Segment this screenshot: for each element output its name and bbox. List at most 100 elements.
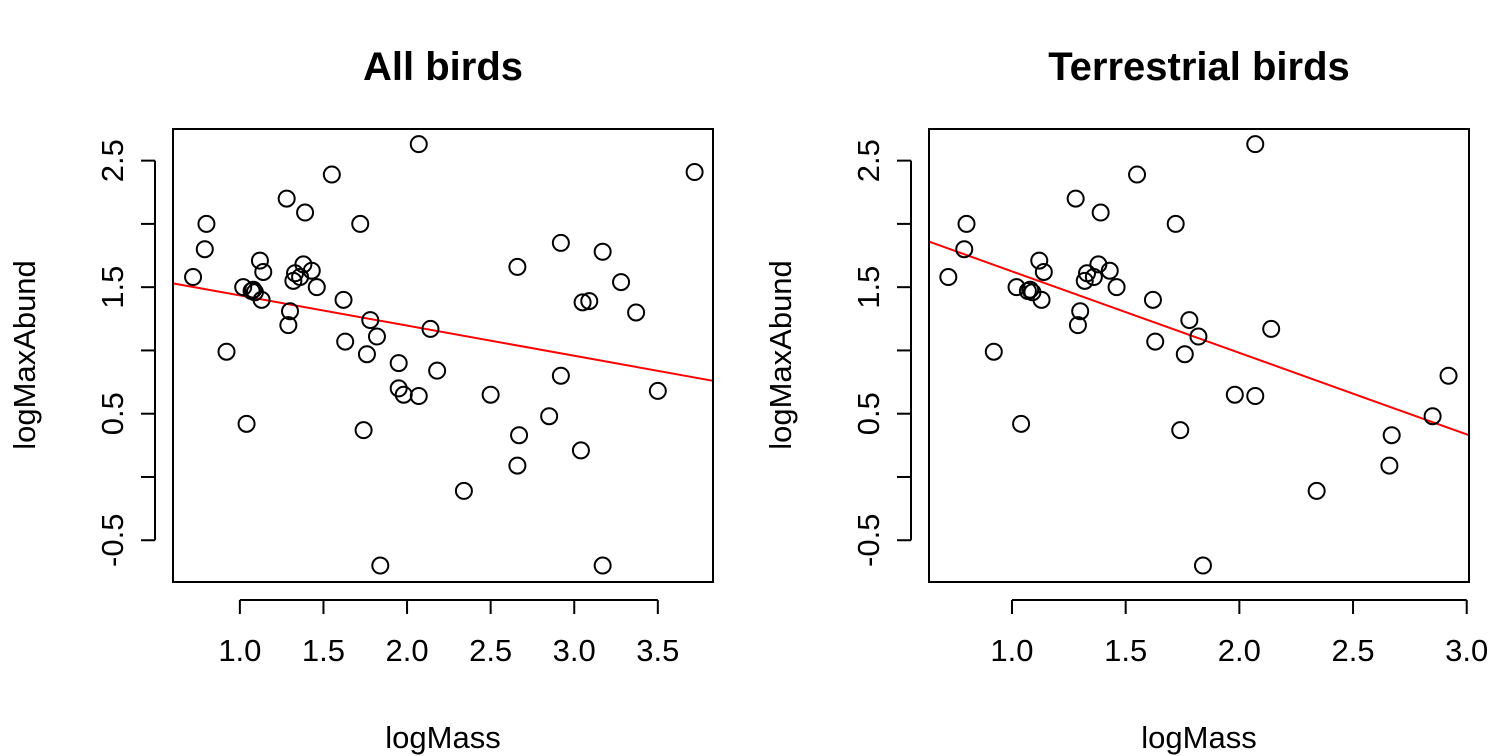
plot-frame xyxy=(928,128,1470,583)
data-point xyxy=(354,421,373,440)
data-point xyxy=(957,214,976,233)
points-group xyxy=(939,135,1458,575)
y-tick-label: -0.5 xyxy=(851,514,886,567)
data-point xyxy=(1007,278,1026,297)
data-point xyxy=(984,342,1003,361)
x-axis: 1.0 1.5 2.0 2.5 3.0 xyxy=(990,599,1488,668)
data-point xyxy=(593,242,612,261)
data-point xyxy=(371,556,390,575)
x-axis-label: logMass xyxy=(1141,720,1256,755)
data-point xyxy=(1193,556,1212,575)
data-point xyxy=(1423,407,1442,426)
data-point xyxy=(389,354,408,373)
data-point xyxy=(580,292,599,311)
data-point xyxy=(1012,414,1031,433)
data-point xyxy=(593,556,612,575)
data-point xyxy=(571,441,590,460)
scatter-panel-all-birds: All birds logMass logMaxAbund 1.0 1.5 2.0 2… xyxy=(7,45,714,755)
data-point xyxy=(1128,165,1147,184)
y-tick-label: -0.5 xyxy=(95,514,130,567)
data-point xyxy=(252,290,271,309)
y-axis-label: logMaxAbund xyxy=(7,260,42,450)
data-point xyxy=(428,361,447,380)
fit-line-group xyxy=(928,240,1470,437)
data-point xyxy=(1021,280,1040,299)
y-tick-label: 2.5 xyxy=(851,139,886,182)
scatter-panel-terrestrial-birds: Terrestrial birds logMass logMaxAbund 1.… xyxy=(763,45,1488,755)
data-point xyxy=(1091,203,1110,222)
plot-frame xyxy=(172,128,714,583)
data-point xyxy=(551,366,570,385)
x-tick-label: 2.0 xyxy=(386,633,429,668)
data-point xyxy=(955,240,974,259)
data-point xyxy=(357,345,376,364)
data-point xyxy=(1075,271,1094,290)
data-point xyxy=(1068,316,1087,335)
x-tick-label: 1.0 xyxy=(218,633,261,668)
data-point xyxy=(1030,251,1049,270)
y-tick-label: 1.5 xyxy=(851,266,886,309)
data-point xyxy=(389,379,408,398)
data-point xyxy=(508,456,527,475)
x-tick-label: 3.0 xyxy=(553,633,596,668)
data-point xyxy=(1034,262,1053,281)
data-point xyxy=(409,135,428,154)
data-point xyxy=(1262,319,1281,338)
data-point xyxy=(939,268,958,287)
x-tick-label: 2.5 xyxy=(1331,633,1374,668)
data-point xyxy=(1071,302,1090,321)
data-point xyxy=(197,214,216,233)
data-point xyxy=(1107,278,1126,297)
data-point xyxy=(540,407,559,426)
x-axis: 1.0 1.5 2.0 2.5 3.0 3.5 xyxy=(218,599,679,668)
data-point xyxy=(454,481,473,500)
data-point xyxy=(510,426,529,445)
regression-line xyxy=(172,282,714,382)
y-axis: -0.5 0.5 1.5 2.5 xyxy=(851,139,912,567)
data-point xyxy=(685,163,704,182)
y-tick-label: 0.5 xyxy=(851,392,886,435)
data-point xyxy=(361,311,380,330)
data-point xyxy=(648,381,667,400)
data-point xyxy=(612,273,631,292)
y-tick-label: 2.5 xyxy=(95,139,130,182)
data-point xyxy=(573,293,592,312)
data-point xyxy=(277,189,296,208)
x-tick-label: 3.0 xyxy=(1445,633,1488,668)
x-tick-label: 2.0 xyxy=(1218,633,1261,668)
data-point xyxy=(1380,456,1399,475)
points-group xyxy=(184,135,704,575)
data-point xyxy=(421,319,440,338)
data-point xyxy=(1225,385,1244,404)
data-point xyxy=(279,316,298,335)
data-point xyxy=(1032,290,1051,309)
data-point xyxy=(250,251,269,270)
data-point xyxy=(1382,426,1401,445)
data-point xyxy=(367,327,386,346)
data-point xyxy=(1146,332,1165,351)
data-point xyxy=(217,342,236,361)
data-point xyxy=(1084,268,1103,287)
data-point xyxy=(336,332,355,351)
x-tick-label: 1.0 xyxy=(990,633,1033,668)
y-tick-label: 0.5 xyxy=(95,392,130,435)
data-point xyxy=(1175,345,1194,364)
data-point xyxy=(334,290,353,309)
regression-line xyxy=(928,240,1470,437)
data-point xyxy=(1143,290,1162,309)
x-tick-label: 3.5 xyxy=(636,633,679,668)
data-point xyxy=(322,165,341,184)
data-point xyxy=(254,262,273,281)
data-point xyxy=(508,257,527,276)
data-point xyxy=(237,414,256,433)
data-point xyxy=(1171,421,1190,440)
data-point xyxy=(627,303,646,322)
data-point xyxy=(1166,214,1185,233)
chart-title: Terrestrial birds xyxy=(1048,45,1350,89)
data-point xyxy=(409,386,428,405)
data-point xyxy=(1180,311,1199,330)
data-point xyxy=(184,268,203,287)
x-tick-label: 1.5 xyxy=(1104,633,1147,668)
x-tick-label: 2.5 xyxy=(469,633,512,668)
